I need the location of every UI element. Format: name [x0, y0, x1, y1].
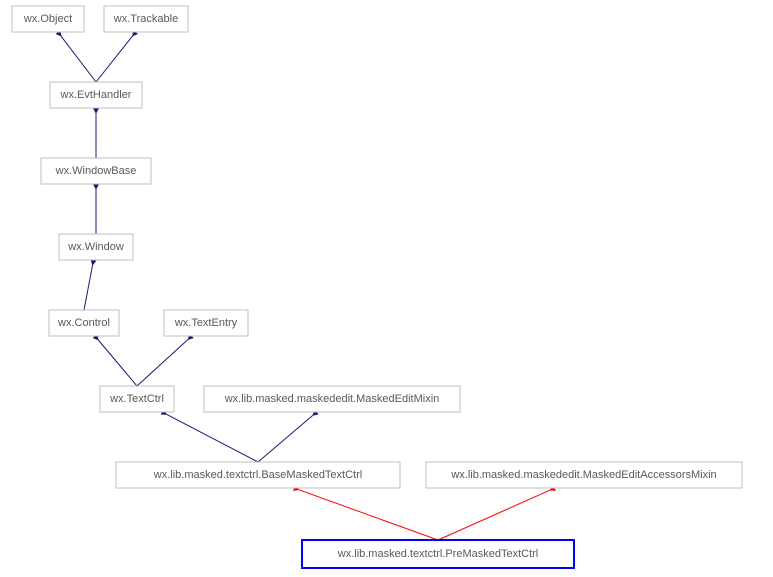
class-label: wx.lib.masked.maskededit.MaskedEditAcces… — [450, 469, 716, 481]
class-label: wx.Object — [23, 13, 72, 25]
class-node[interactable]: wx.WindowBase — [41, 158, 151, 184]
edge — [98, 340, 137, 386]
inheritance-diagram: wx.Object wx.Trackable wx.EvtHandler wx.Win… — [0, 0, 773, 577]
edge — [299, 490, 438, 540]
class-label: wx.Control — [57, 317, 110, 329]
class-node[interactable]: wx.lib.masked.maskededit.MaskedEditMixin — [204, 386, 460, 412]
class-label: wx.lib.masked.textctrl.BaseMaskedTextCtr… — [153, 469, 362, 481]
class-node[interactable]: wx.TextEntry — [164, 310, 248, 336]
class-node[interactable]: wx.lib.masked.textctrl.PreMaskedTextCtrl — [302, 540, 574, 568]
class-node[interactable]: wx.Trackable — [104, 6, 188, 32]
class-node[interactable]: wx.lib.masked.textctrl.BaseMaskedTextCtr… — [116, 462, 400, 488]
class-label: wx.TextEntry — [174, 317, 238, 329]
class-node[interactable]: wx.lib.masked.maskededit.MaskedEditAcces… — [426, 462, 742, 488]
edge — [167, 414, 258, 462]
edge — [84, 265, 93, 310]
class-label: wx.TextCtrl — [109, 393, 164, 405]
class-node[interactable]: wx.Object — [12, 6, 84, 32]
edge — [96, 36, 132, 82]
edge — [61, 36, 96, 82]
class-node[interactable]: wx.EvtHandler — [50, 82, 142, 108]
class-node[interactable]: wx.Window — [59, 234, 133, 260]
class-label: wx.WindowBase — [55, 165, 137, 177]
class-label: wx.Window — [67, 241, 124, 253]
class-node[interactable]: wx.Control — [49, 310, 119, 336]
edge — [137, 340, 188, 386]
edge — [258, 416, 313, 462]
class-label: wx.lib.masked.textctrl.PreMaskedTextCtrl — [337, 548, 539, 560]
class-label: wx.EvtHandler — [60, 89, 132, 101]
class-label: wx.Trackable — [113, 13, 178, 25]
class-label: wx.lib.masked.maskededit.MaskedEditMixin — [224, 393, 440, 405]
class-node[interactable]: wx.TextCtrl — [100, 386, 174, 412]
edge — [438, 490, 550, 540]
nodes: wx.Object wx.Trackable wx.EvtHandler wx.Win… — [12, 6, 742, 568]
